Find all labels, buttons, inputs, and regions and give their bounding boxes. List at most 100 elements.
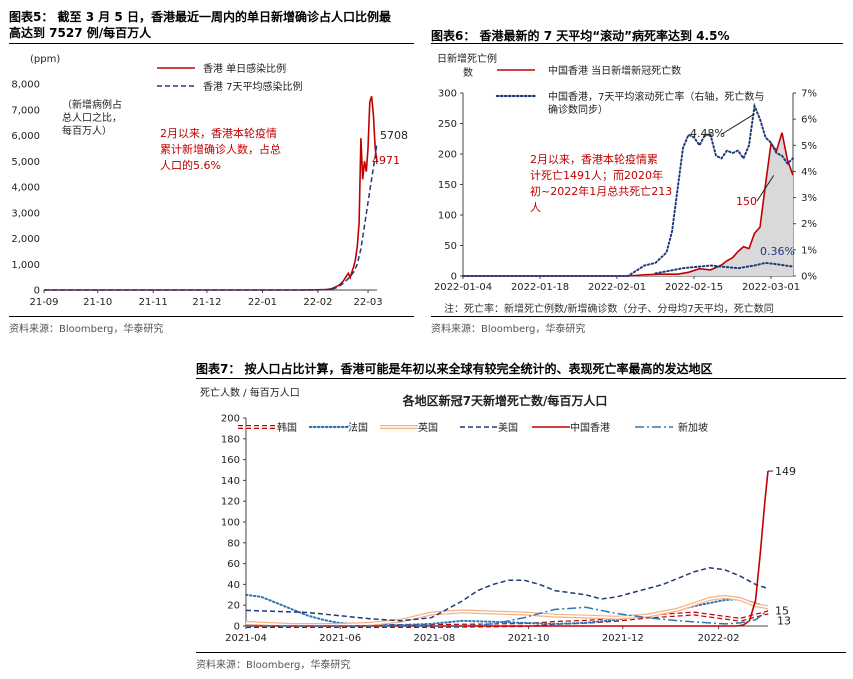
c6-y-tick-label: 50 bbox=[444, 241, 457, 252]
c5-end-label: 4971 bbox=[372, 154, 400, 167]
c7-y-tick-label: 0 bbox=[234, 622, 240, 633]
c7-series-line bbox=[246, 606, 769, 627]
c7-series-line bbox=[246, 470, 769, 627]
c6-y-tick-label: 100 bbox=[438, 211, 457, 222]
c5-legend-label: 香港 7天平均感染比例 bbox=[203, 80, 303, 93]
c7-series-line bbox=[245, 567, 769, 622]
c7-y-tick-label: 20 bbox=[227, 601, 240, 612]
c6-x-tick-label: 2022-01-04 bbox=[434, 282, 492, 293]
chart6-source: 资料来源：Bloomberg，华泰研究 bbox=[431, 324, 586, 335]
c6-x-tick-label: 2022-03-01 bbox=[742, 282, 800, 293]
chart7-header-rule bbox=[196, 378, 846, 379]
c7-x-tick-label: 2021-06 bbox=[319, 633, 361, 644]
chart5-bottom-rule bbox=[9, 316, 414, 317]
c5-end-label: 5708 bbox=[380, 129, 408, 142]
c6-y-tick-label: 0 bbox=[451, 272, 457, 283]
c6-area-fill bbox=[463, 132, 793, 276]
c7-end-label: 13 bbox=[777, 614, 791, 627]
c5-annotation: 累计新增确诊人数，占总 bbox=[160, 142, 281, 156]
c5-y-tick-label: 3,000 bbox=[11, 208, 40, 219]
c7-title: 各地区新冠7天新增死亡数/每百万人口 bbox=[402, 393, 608, 408]
c5-y-note: （新增病例占 bbox=[62, 98, 122, 111]
c7-y-tick-label: 40 bbox=[227, 580, 240, 591]
c5-x-tick-label: 21-10 bbox=[83, 297, 112, 308]
c5-x-tick-label: 22-02 bbox=[303, 297, 332, 308]
c6-y2-tick-label: 6% bbox=[801, 115, 817, 126]
c7-legend-label: 韩国 bbox=[277, 421, 297, 434]
c5-x-tick-label: 21-11 bbox=[139, 297, 168, 308]
c6-mortality-low-line bbox=[654, 261, 794, 275]
c7-y-tick-label: 140 bbox=[221, 476, 240, 487]
c5-x-tick-label: 21-09 bbox=[29, 297, 58, 308]
c5-series-line bbox=[44, 95, 378, 291]
c6-callout-line bbox=[756, 175, 775, 202]
c7-y-tick-label: 160 bbox=[221, 455, 240, 466]
c6-mortality-line bbox=[462, 102, 794, 277]
c7-x-tick-label: 2021-04 bbox=[225, 633, 267, 644]
c7-x-tick-label: 2022-02 bbox=[698, 633, 740, 644]
chart5-header: 图表5： 截至 3 月 5 日，香港最近一周内的单日新增确诊占人口比例最 高达到… bbox=[9, 10, 391, 40]
chart6-header: 图表6： 香港最新的 7 天平均“滚动”病死率达到 4.5% bbox=[431, 29, 730, 43]
c6-annotation: 计死亡1491人；而2020年 bbox=[530, 168, 663, 182]
c5-y-tick-label: 4,000 bbox=[11, 183, 40, 194]
chart5-header-rule bbox=[9, 43, 414, 44]
c6-y-axis-title: 数 bbox=[463, 66, 473, 79]
c5-annotation: 2月以来，香港本轮疫情 bbox=[160, 126, 277, 140]
c5-y-tick-label: 5,000 bbox=[11, 157, 40, 168]
c5-y-note: 总人口之比， bbox=[62, 111, 122, 124]
c6-callout-label: 4.48% bbox=[690, 127, 725, 140]
chart7-source: 资料来源：Bloomberg，华泰研究 bbox=[196, 660, 351, 671]
c5-legend-label: 香港 单日感染比例 bbox=[203, 62, 286, 75]
c7-y-tick-label: 100 bbox=[221, 518, 240, 529]
c7-y-tick-label: 120 bbox=[221, 497, 240, 508]
c7-x-tick-label: 2021-10 bbox=[508, 633, 550, 644]
c5-y-tick-label: 1,000 bbox=[11, 260, 40, 271]
c7-x-tick-label: 2021-12 bbox=[602, 633, 644, 644]
c6-y-tick-label: 150 bbox=[438, 180, 457, 191]
c5-x-tick-label: 22-03 bbox=[354, 297, 383, 308]
c7-y-axis-title: 死亡人数 / 每百万人口 bbox=[200, 386, 300, 399]
c7-x-tick-label: 2021-08 bbox=[414, 633, 456, 644]
chart6-bottom-rule bbox=[431, 316, 843, 317]
c6-y-tick-label: 250 bbox=[438, 119, 457, 130]
c6-x-tick-label: 2022-01-18 bbox=[511, 282, 569, 293]
c5-y-tick-label: 6,000 bbox=[11, 131, 40, 142]
c5-unit-label: (ppm) bbox=[30, 54, 60, 65]
c6-x-tick-label: 2022-02-01 bbox=[588, 282, 646, 293]
c6-y2-tick-label: 1% bbox=[801, 245, 817, 256]
c5-y-tick-label: 8,000 bbox=[11, 80, 40, 91]
c7-y-tick-label: 180 bbox=[221, 434, 240, 445]
c5-series-line bbox=[44, 142, 378, 291]
c6-legend-label: 确诊数同步） bbox=[548, 103, 608, 116]
chart5-source: 资料来源：Bloomberg，华泰研究 bbox=[9, 324, 164, 335]
c5-y-tick-label: 7,000 bbox=[11, 105, 40, 116]
c7-end-label: 15 bbox=[775, 604, 789, 617]
c7-series-line-inner bbox=[245, 596, 769, 626]
c6-callout-label: 0.36% bbox=[760, 245, 795, 258]
chart7-bottom-rule bbox=[196, 652, 846, 653]
c5-annotation: 人口的5.6% bbox=[160, 158, 221, 172]
c7-legend-label: 新加坡 bbox=[678, 421, 708, 434]
c6-y2-tick-label: 0% bbox=[801, 272, 817, 283]
c7-legend-label: 中国香港 bbox=[570, 421, 610, 434]
c6-annotation: 初~2022年1月总共死亡213 bbox=[530, 184, 672, 198]
c6-y2-tick-label: 4% bbox=[801, 167, 817, 178]
c5-x-tick-label: 22-01 bbox=[248, 297, 277, 308]
c6-annotation: 2月以来，香港本轮疫情累 bbox=[530, 152, 658, 166]
c6-y2-tick-label: 3% bbox=[801, 193, 817, 204]
c5-y-tick-label: 2,000 bbox=[11, 234, 40, 245]
c7-series-line bbox=[245, 593, 769, 626]
chart6-footnote: 注：死亡率：新增死亡例数/新增确诊数（分子、分母均7天平均，死亡数同 bbox=[444, 304, 774, 315]
c6-callout-line bbox=[721, 113, 755, 135]
chart7-header: 图表7： 按人口占比计算，香港可能是年初以来全球有较完全统计的、表现死亡率最高的… bbox=[196, 362, 713, 376]
c6-x-tick-label: 2022-02-15 bbox=[665, 282, 723, 293]
c6-legend-label: 中国香港，7天平均滚动死亡率（右轴，死亡数与 bbox=[548, 90, 764, 103]
c6-legend-label: 中国香港 当日新增新冠死亡数 bbox=[548, 64, 681, 77]
c6-annotation: 人 bbox=[530, 201, 541, 214]
c7-end-label: 149 bbox=[775, 465, 796, 478]
c7-y-tick-label: 60 bbox=[227, 559, 240, 570]
c6-y2-tick-label: 2% bbox=[801, 219, 817, 230]
c6-y-tick-label: 200 bbox=[438, 150, 457, 161]
c7-y-tick-label: 80 bbox=[227, 538, 240, 549]
